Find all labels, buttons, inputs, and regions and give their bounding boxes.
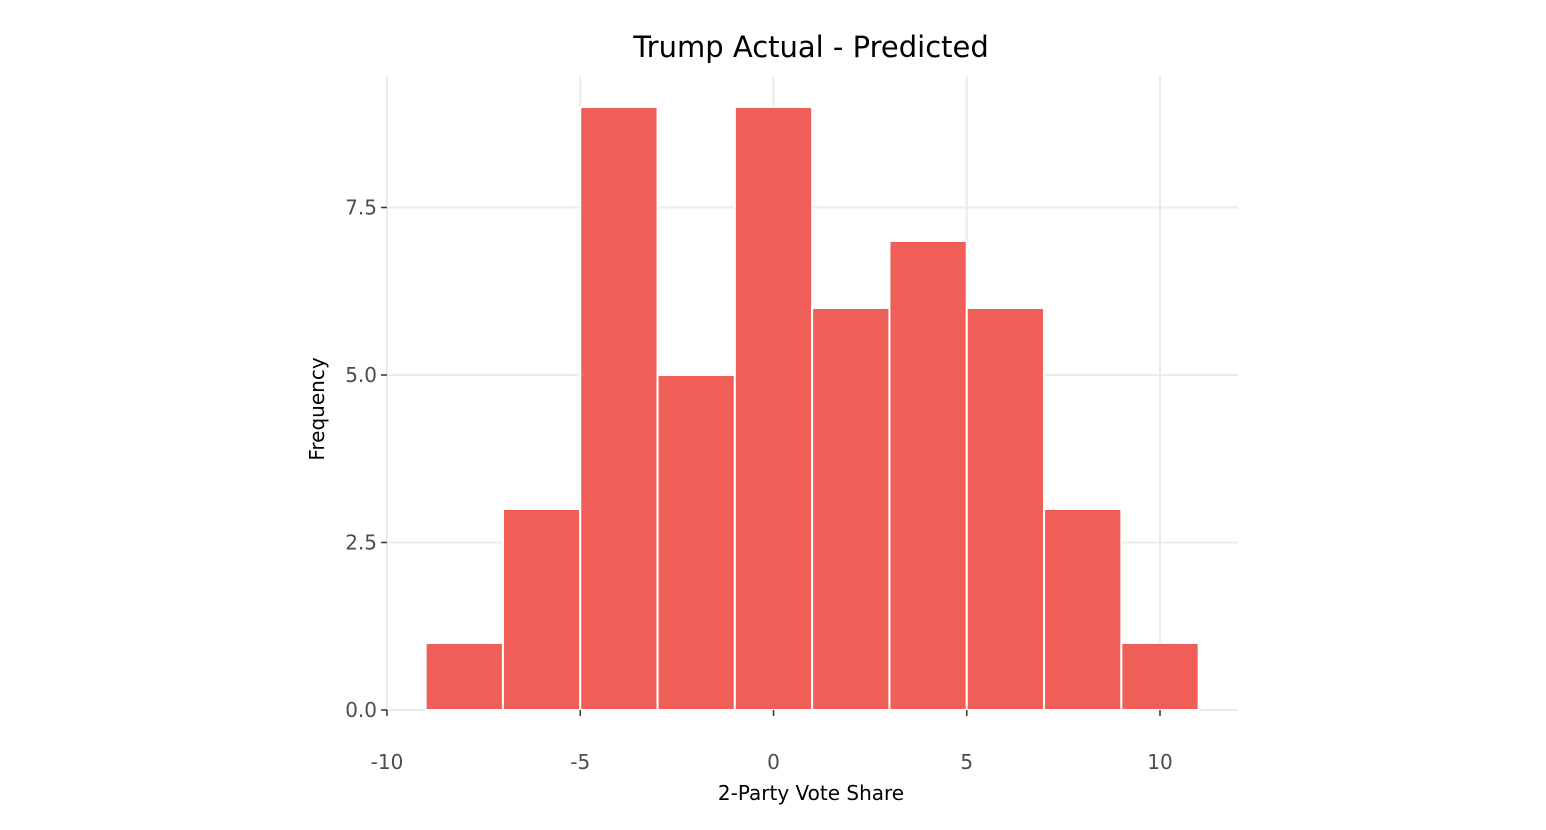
y-tick-label: 7.5 — [345, 196, 377, 220]
x-tick-label: -5 — [570, 750, 590, 774]
x-axis: -10 -5 0 5 10 — [371, 710, 1173, 774]
y-axis: 0.0 2.5 5.0 7.5 — [345, 196, 387, 722]
histogram-bar — [733, 106, 814, 711]
histogram-bar — [424, 642, 504, 711]
histogram-bar — [888, 240, 968, 711]
histogram-bar — [811, 307, 891, 711]
y-tick-label: 0.0 — [345, 698, 377, 722]
histogram-bar — [501, 508, 582, 711]
x-tick-label: 10 — [1147, 750, 1172, 774]
histogram-bar — [1120, 642, 1200, 711]
x-axis-title: 2-Party Vote Share — [718, 781, 904, 805]
histogram-bar — [1043, 508, 1123, 711]
histogram-bar — [579, 106, 659, 711]
histogram-bar — [965, 307, 1046, 711]
chart-title: Trump Actual - Predicted — [632, 30, 989, 64]
histogram-bar — [656, 374, 736, 711]
x-tick-label: 5 — [960, 750, 973, 774]
y-axis-title: Frequency — [305, 357, 329, 460]
x-tick-label: -10 — [371, 750, 404, 774]
y-tick-label: 2.5 — [345, 531, 377, 555]
x-tick-label: 0 — [767, 750, 780, 774]
histogram-bars — [424, 106, 1200, 711]
y-tick-label: 5.0 — [345, 363, 377, 387]
